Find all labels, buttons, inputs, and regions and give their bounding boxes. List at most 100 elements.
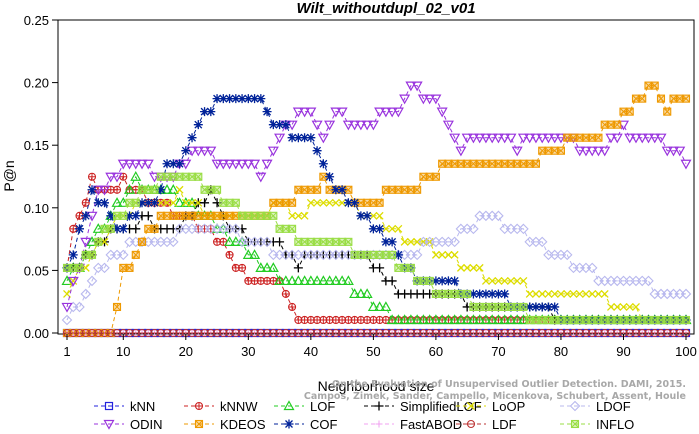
ldof-point xyxy=(518,223,529,235)
odin-point xyxy=(299,107,311,118)
legend-item-kdeos: KDEOS xyxy=(184,417,266,432)
cof-point xyxy=(550,302,560,312)
odin-point xyxy=(342,120,354,131)
ldof-point xyxy=(449,236,460,248)
legend-item-odin: ODIN xyxy=(94,417,163,432)
cof-point xyxy=(393,250,403,260)
lof-point xyxy=(424,314,436,325)
ldof-point xyxy=(99,262,110,274)
odin-point xyxy=(642,133,655,144)
odin-line xyxy=(66,85,687,308)
kdeos-point xyxy=(431,172,440,181)
legend-item-loop: LoOP xyxy=(456,399,525,414)
cof-point xyxy=(481,289,491,299)
series-cof xyxy=(62,94,691,325)
x-axis: 1 10 20 30 40 50 60 70 80 90 100 xyxy=(63,334,697,359)
odin-point xyxy=(123,159,136,170)
lof-point xyxy=(505,314,517,325)
ldof-point xyxy=(86,275,98,287)
kdeos-point xyxy=(594,133,603,142)
inflo-point xyxy=(150,185,159,194)
loop-point xyxy=(406,237,415,246)
cof-point xyxy=(475,289,485,299)
loop-point xyxy=(313,198,322,207)
odin-point xyxy=(624,133,636,144)
lof-point xyxy=(442,314,454,325)
loop-point xyxy=(388,224,397,233)
odin-point xyxy=(436,107,448,118)
lof-point xyxy=(361,288,373,299)
plot-frame xyxy=(57,19,695,335)
loop-point xyxy=(69,276,78,285)
cof-point xyxy=(200,107,210,117)
cof-point xyxy=(150,198,160,208)
odin-point xyxy=(599,146,611,157)
inflo-point xyxy=(131,198,140,207)
odin-point xyxy=(399,94,411,105)
cof-point xyxy=(68,250,78,260)
simplifiedlof-point xyxy=(131,224,141,234)
lof-point xyxy=(305,275,317,286)
knnw-point xyxy=(81,198,90,207)
knnw-line xyxy=(66,175,686,321)
legend-label-odin: ODIN xyxy=(130,417,163,432)
kdeos-point xyxy=(656,94,666,103)
cof-point xyxy=(493,289,503,299)
inflo-point xyxy=(463,289,472,298)
ldof-line xyxy=(66,215,686,321)
ldof-point xyxy=(586,262,598,274)
legend-marker-ldf xyxy=(466,419,476,429)
odin-point xyxy=(636,133,648,144)
odin-point xyxy=(199,146,211,157)
lof-point xyxy=(180,197,192,207)
lof-point xyxy=(486,314,498,325)
loop-point xyxy=(294,211,303,220)
legend-marker-ldof xyxy=(569,400,581,412)
series-kdeos xyxy=(62,81,691,338)
legend: kNN kNNW LOF SimplifiedLOF LoOP LDOF ODIN KDEOS… xyxy=(94,399,634,432)
cof-point xyxy=(531,302,541,312)
odin-point xyxy=(517,133,529,144)
legend-marker-inflo xyxy=(570,419,580,429)
odin-point xyxy=(386,107,398,118)
odin-point xyxy=(486,133,498,144)
odin-point xyxy=(192,146,204,157)
cof-point xyxy=(318,159,328,169)
cof-point xyxy=(381,237,391,247)
odin-point xyxy=(380,107,392,118)
lof-point xyxy=(61,275,73,286)
loop-point xyxy=(569,289,578,298)
loop-point xyxy=(613,302,622,311)
cof-point xyxy=(125,211,135,221)
loop-point xyxy=(188,198,197,207)
kdeos-point xyxy=(375,198,384,207)
cof-point xyxy=(287,133,297,143)
cof-point xyxy=(375,224,385,234)
lof-point xyxy=(430,314,442,325)
loop-point xyxy=(181,198,190,207)
loop-point xyxy=(469,263,478,272)
kdeos-point xyxy=(644,81,653,90)
lof-point xyxy=(492,314,504,325)
x-tick-label: 100 xyxy=(675,344,697,359)
odin-point xyxy=(592,146,604,157)
cof-point xyxy=(187,133,197,143)
knnw-point xyxy=(281,289,290,298)
lof-point xyxy=(123,184,136,194)
odin-point xyxy=(542,133,554,144)
inflo-point xyxy=(119,211,128,220)
odin-point xyxy=(111,172,123,183)
legend-label-simplifiedlof: SimplifiedLOF xyxy=(400,399,482,414)
lof-point xyxy=(474,314,486,325)
odin-point xyxy=(305,107,317,118)
y-axis-label: P@n xyxy=(1,160,17,191)
legend-item-cof: COF xyxy=(274,417,338,432)
odin-point xyxy=(511,146,523,157)
lof-point xyxy=(511,314,523,325)
inflo-point xyxy=(388,250,397,259)
odin-point xyxy=(392,107,404,118)
loop-point xyxy=(413,237,422,246)
loop-point xyxy=(582,289,590,298)
odin-point xyxy=(367,120,379,131)
legend-marker-odin xyxy=(103,419,115,430)
